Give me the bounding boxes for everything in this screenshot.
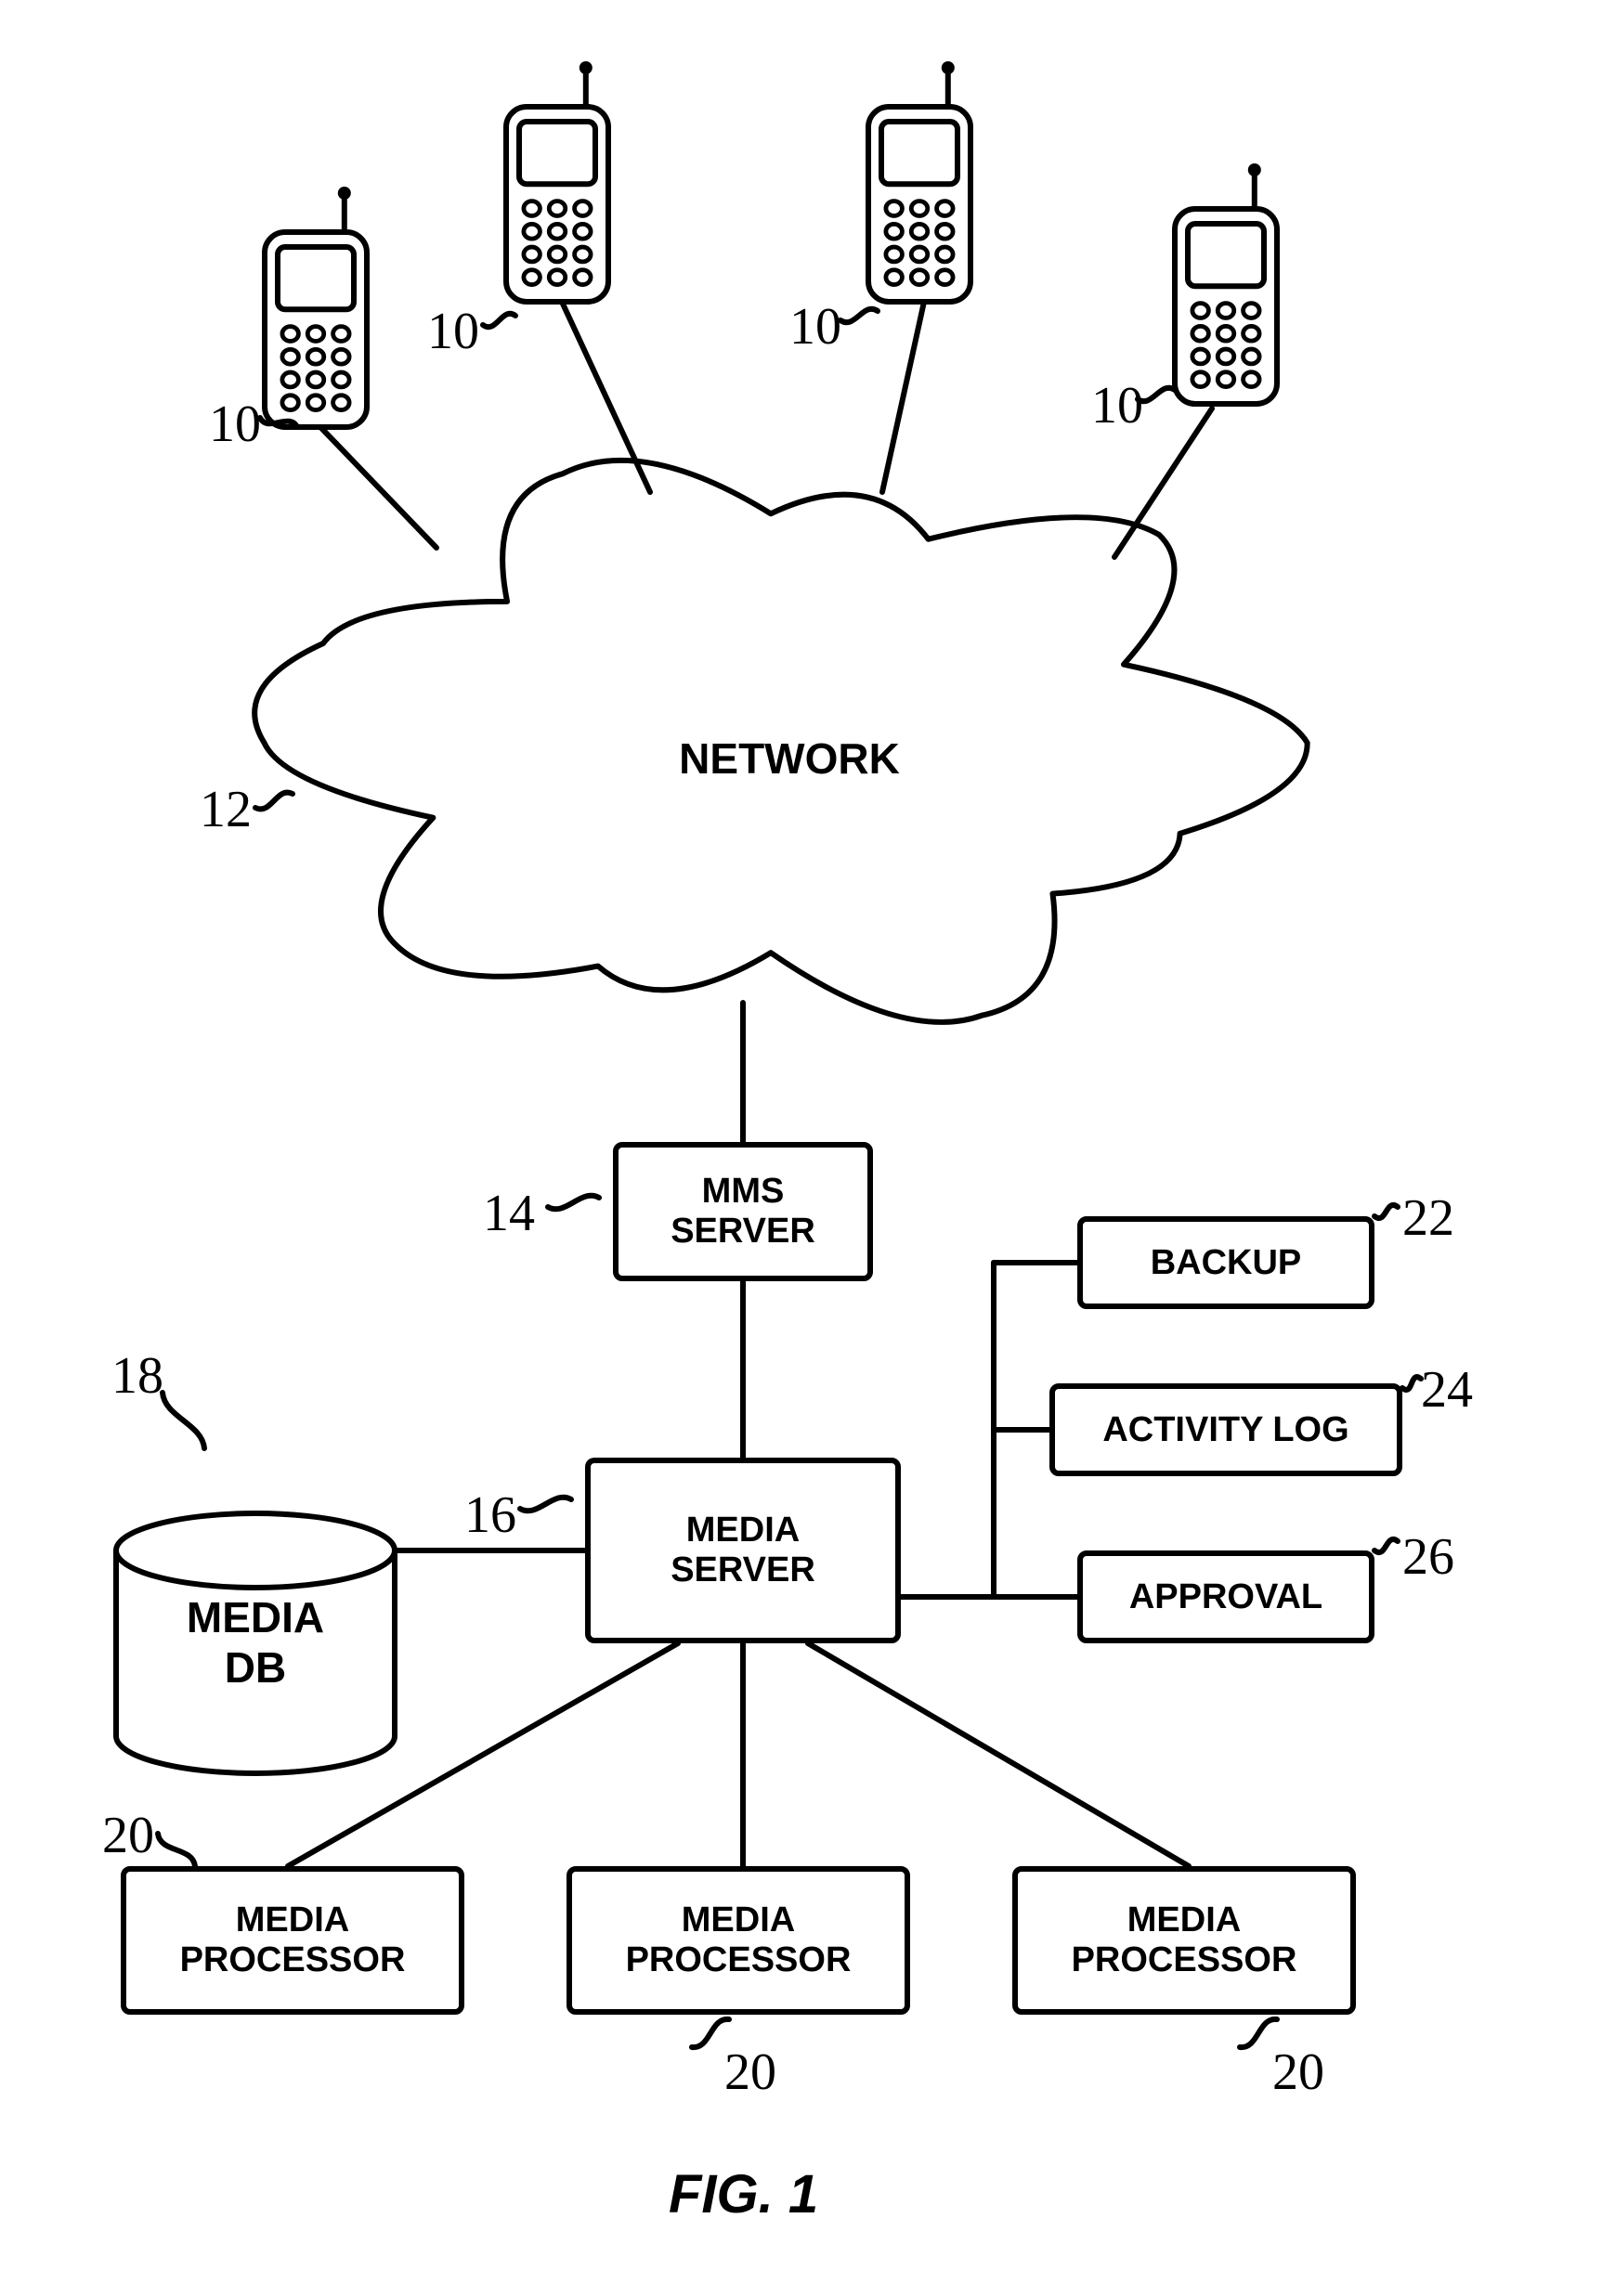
ref-24: 24 — [1421, 1360, 1473, 1420]
ref-20-a: 20 — [102, 1806, 154, 1865]
media-server-box: MEDIASERVER — [585, 1458, 901, 1643]
media-processor-3-box: MEDIAPROCESSOR — [1012, 1866, 1356, 2015]
ref-12: 12 — [200, 780, 252, 839]
backup-box: BACKUP — [1077, 1216, 1374, 1309]
media-processor-2-box: MEDIAPROCESSOR — [567, 1866, 910, 2015]
media-processor-3-label: MEDIAPROCESSOR — [1072, 1900, 1297, 1980]
ref-10-a: 10 — [209, 395, 261, 454]
ref-16: 16 — [464, 1485, 516, 1545]
approval-label: APPROVAL — [1129, 1577, 1322, 1617]
approval-box: APPROVAL — [1077, 1550, 1374, 1643]
ref-22: 22 — [1402, 1188, 1454, 1248]
network-cloud-label: NETWORK — [669, 733, 910, 784]
media-server-label: MEDIASERVER — [671, 1511, 815, 1590]
ref-10-d: 10 — [1091, 376, 1143, 435]
backup-label: BACKUP — [1151, 1243, 1302, 1283]
ref-10-b: 10 — [427, 302, 479, 361]
activity-log-box: ACTIVITY LOG — [1049, 1383, 1402, 1476]
ref-10-c: 10 — [789, 297, 841, 357]
activity-log-label: ACTIVITY LOG — [1102, 1410, 1348, 1450]
ref-18: 18 — [111, 1346, 163, 1406]
diagram-stage: NETWORK MMSSERVER MEDIASERVER BACKUP ACT… — [0, 0, 1602, 2296]
figure-caption: FIG. 1 — [669, 2163, 818, 2225]
media-processor-1-label: MEDIAPROCESSOR — [180, 1900, 406, 1980]
mms-server-box: MMSSERVER — [613, 1142, 873, 1281]
ref-20-c: 20 — [1272, 2043, 1324, 2102]
ref-14: 14 — [483, 1184, 535, 1243]
media-db-label: MEDIADB — [163, 1592, 348, 1693]
ref-26: 26 — [1402, 1527, 1454, 1587]
media-processor-1-box: MEDIAPROCESSOR — [121, 1866, 464, 2015]
media-processor-2-label: MEDIAPROCESSOR — [626, 1900, 852, 1980]
ref-20-b: 20 — [724, 2043, 776, 2102]
mms-server-label: MMSSERVER — [671, 1172, 815, 1252]
